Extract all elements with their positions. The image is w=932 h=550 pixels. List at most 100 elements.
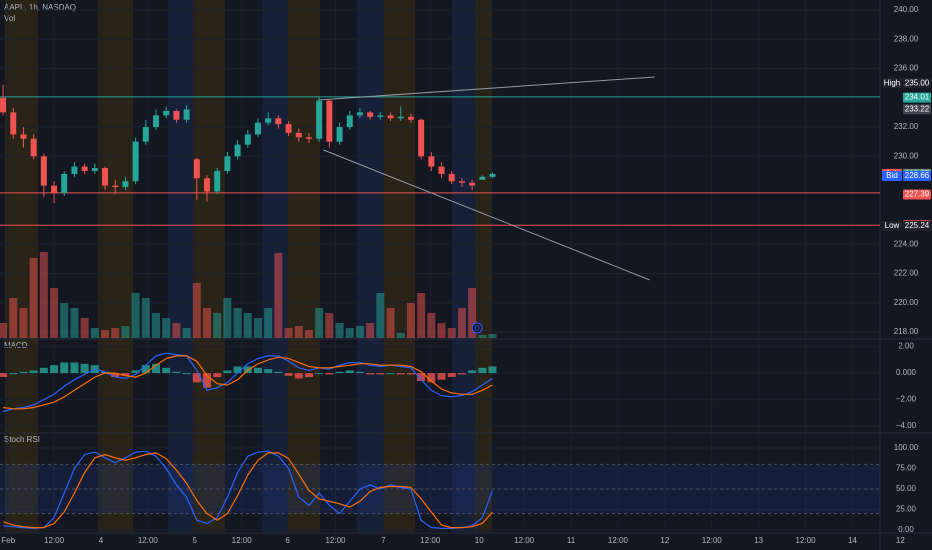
volume-bar [406, 303, 415, 338]
candle-body [61, 173, 68, 193]
volume-bar [355, 326, 364, 338]
macd-histogram-bar [9, 373, 18, 375]
y-tick-label: 230.00 [894, 151, 919, 160]
volume-bar [152, 313, 161, 338]
volume-bar [131, 293, 140, 338]
candle-body [183, 109, 190, 120]
candle-body [234, 144, 241, 157]
candle-body [458, 181, 465, 183]
extended-session [383, 0, 415, 532]
volume-bar [386, 308, 395, 338]
price-label-box [903, 92, 931, 103]
trend-line [318, 76, 655, 101]
macd-histogram-bar [0, 373, 8, 378]
macd-histogram-bar [447, 373, 456, 378]
macd-histogram-bar [213, 373, 222, 378]
macd-histogram-bar [111, 373, 120, 378]
volume-bar [213, 313, 222, 338]
x-tick-label: 12 [660, 536, 669, 545]
extended-session [357, 0, 383, 532]
macd-histogram-bar [202, 373, 211, 388]
candle-body [112, 185, 119, 188]
volume-bar [19, 308, 28, 338]
macd-histogram-bar [437, 373, 446, 380]
macd-histogram-bar [355, 371, 364, 374]
extended-session [98, 0, 133, 532]
volume-bar [162, 318, 171, 338]
candle-body [469, 182, 476, 186]
candle-body [356, 112, 363, 116]
candle-body [448, 173, 455, 182]
x-tick-label: 13 [754, 536, 763, 545]
candle-body [81, 166, 88, 171]
price-label-box [903, 78, 931, 89]
candle-body [346, 115, 353, 128]
volume-bar [111, 328, 120, 338]
macd-histogram-bar [284, 373, 293, 376]
candle-body [122, 181, 129, 188]
x-tick-label: 12:00 [608, 536, 629, 545]
x-tick-label: 12:00 [44, 536, 65, 545]
y-tick-label: 0.000 [896, 368, 917, 377]
candle-body [387, 115, 394, 119]
macd-histogram-bar [172, 371, 181, 374]
volume-bar [39, 252, 48, 338]
candle-body [153, 115, 160, 128]
volume-bar [294, 326, 303, 338]
x-tick-label: Feb [1, 536, 15, 545]
y-tick-label: 240.00 [894, 5, 919, 14]
macd-histogram-bar [417, 373, 426, 382]
trend-line [323, 149, 650, 281]
volume-bar [447, 328, 456, 338]
x-tick-label: 11 [567, 536, 576, 545]
y-tick-label: 75.00 [896, 464, 917, 473]
y-tick-label: −2.00 [896, 395, 917, 404]
candle-body [479, 176, 486, 180]
volume-bar [192, 283, 201, 338]
macd-histogram-bar [325, 373, 334, 375]
volume-bar [345, 328, 354, 338]
candle-body [254, 122, 261, 135]
candle-body [71, 166, 78, 174]
candle-body [407, 116, 414, 120]
x-tick-label: 4 [99, 536, 104, 545]
macd-histogram-bar [304, 373, 313, 378]
macd-line [2, 352, 493, 413]
price-label: 228.66 [905, 171, 930, 180]
y-tick-label: 236.00 [894, 64, 919, 73]
volume-bar [417, 293, 426, 338]
y-tick-label: 0.00 [898, 525, 914, 534]
y-tick-label: 220.00 [894, 298, 919, 307]
volume-bar [50, 288, 59, 338]
candle-body [91, 168, 98, 171]
candle-body [305, 137, 312, 139]
y-tick-label: 232.00 [894, 122, 919, 131]
macd-title: MACD [4, 341, 28, 350]
candle-body [20, 134, 27, 139]
price-label: 234.01 [905, 93, 930, 102]
volume-bar [264, 308, 273, 338]
macd-histogram-bar [427, 373, 436, 383]
volume-bar [90, 328, 99, 338]
candle-body [224, 156, 231, 171]
candle-body [214, 170, 221, 192]
macd-histogram-bar [182, 373, 191, 375]
volume-bar [80, 318, 89, 338]
volume-title: Vol [4, 14, 15, 23]
volume-bar [253, 318, 262, 338]
volume-bar [202, 308, 211, 338]
volume-bar [274, 253, 283, 338]
price-label: 235.00 [905, 78, 930, 87]
macd-histogram-bar [223, 370, 232, 374]
candle-body [397, 116, 404, 119]
macd-histogram-bar [162, 367, 171, 374]
candle-body [418, 119, 425, 157]
y-tick-label: 100.00 [894, 443, 919, 452]
macd-histogram-bar [121, 373, 130, 376]
candle-body [295, 132, 302, 138]
dividend-marker-text: D [475, 325, 480, 332]
volume-bar [9, 298, 18, 338]
dividend-marker [471, 322, 483, 334]
extended-session [168, 0, 193, 532]
macd-histogram-bar [386, 373, 395, 375]
